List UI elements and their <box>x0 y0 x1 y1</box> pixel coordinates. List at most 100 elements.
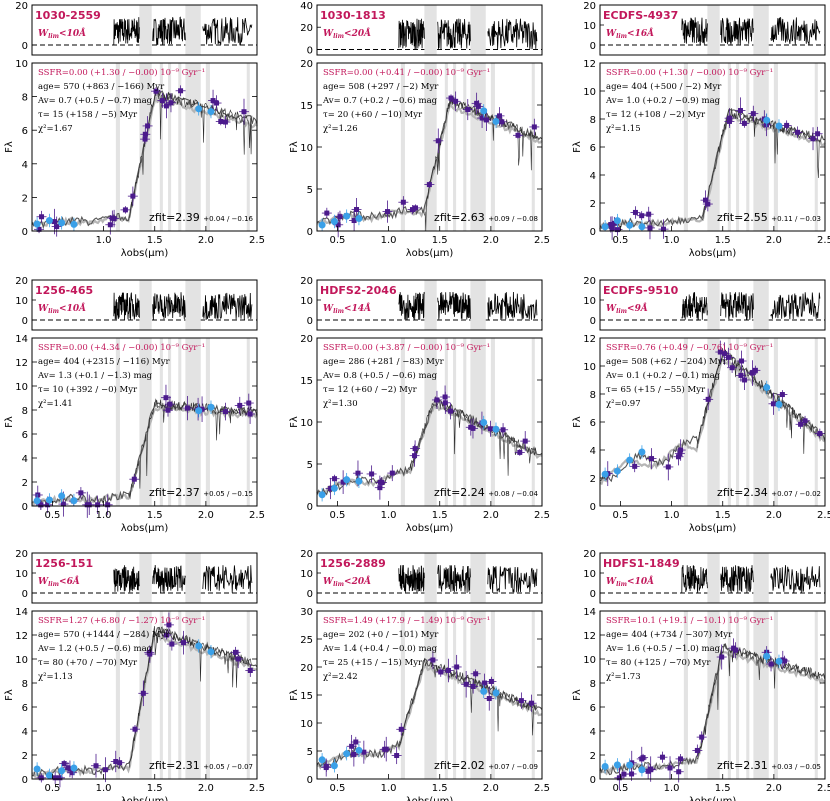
photometry-point <box>770 401 776 407</box>
shade-band <box>205 611 210 779</box>
photometry-point <box>733 647 739 653</box>
blue-point <box>33 497 41 505</box>
spectrum-line <box>681 17 708 45</box>
shade-band <box>205 338 210 506</box>
zfit-label: zfit=2.39 +0.04 / −0.16 <box>149 211 253 224</box>
ytick-label: 10 <box>15 59 28 70</box>
spec-ytick-label: 40 <box>300 1 313 12</box>
photometry-point <box>442 394 448 400</box>
telluric-band <box>139 280 152 330</box>
y-axis-label: Fλ <box>289 141 300 153</box>
photometry-point <box>78 490 84 496</box>
photometry-point <box>676 454 682 460</box>
photometry-point <box>131 476 137 482</box>
photometry-point <box>726 118 732 124</box>
telluric-band <box>185 5 201 55</box>
photometry-point <box>163 103 169 109</box>
shade-band <box>453 338 457 506</box>
blue-point <box>195 105 203 113</box>
photometry-point <box>647 225 653 231</box>
photometry-point <box>412 446 418 452</box>
shade-band <box>463 338 467 506</box>
telluric-band <box>753 553 769 603</box>
chi2-label: χ²=1.26 <box>323 124 358 134</box>
shade-band <box>531 611 535 779</box>
ytick-label: 20 <box>300 663 313 674</box>
blue-point <box>601 470 609 478</box>
zfit-label: zfit=2.24 +0.08 / −0.04 <box>434 486 538 499</box>
observed-spectrum <box>424 97 538 232</box>
spec-ytick-label: 20 <box>15 1 28 12</box>
photometry-point <box>35 492 41 498</box>
photometry-point <box>438 669 444 675</box>
blue-point <box>195 407 203 415</box>
ytick-label: 5 <box>307 185 313 196</box>
spectrum-line <box>398 565 425 593</box>
photometry-point <box>237 402 243 408</box>
shade-band <box>470 63 486 231</box>
xtick-label: 2.0 <box>483 783 499 794</box>
photometry-point <box>369 471 375 477</box>
shade-band <box>246 63 250 231</box>
photometry-point <box>741 120 747 126</box>
photometry-point <box>235 656 241 662</box>
xtick-label: 2.5 <box>249 235 265 246</box>
spectrum-line <box>681 292 708 321</box>
panel-1030-2559: 0 20 1030-2559 Wlim<10Å 0 2 4 6 8 10 1.0 1.5 2.0 2.5 F… <box>4 1 265 259</box>
ytick-label: 0 <box>22 502 28 513</box>
chi2-label: χ²=1.30 <box>323 399 358 409</box>
w-limit-label: Wlim<10Å <box>38 27 86 40</box>
shade-band <box>746 338 750 506</box>
blue-point <box>355 215 363 223</box>
model-curve-dark <box>599 351 826 483</box>
xtick-label: 1.5 <box>432 783 448 794</box>
shade-band <box>424 63 437 231</box>
photometry-point <box>738 372 744 378</box>
galaxy-name: 1256-151 <box>35 557 93 570</box>
ytick-label: 8 <box>590 115 596 126</box>
spec-ytick-label: 0 <box>22 316 28 327</box>
zfit-label: zfit=2.02 +0.07 / −0.09 <box>434 759 538 772</box>
ytick-label: 6 <box>590 703 596 714</box>
photometry-point <box>340 479 346 485</box>
blue-point <box>480 107 488 115</box>
xtick-label: 2.5 <box>534 235 550 246</box>
shade-band <box>814 338 818 506</box>
photometry-point <box>639 213 645 219</box>
ytick-label: 0 <box>590 775 596 786</box>
spectrum-line <box>720 292 754 321</box>
spectrum-panel: 0 10 20 1256-151 Wlim<6Å <box>15 549 258 604</box>
spec-ytick-label: 10 <box>583 21 596 32</box>
photometry-point <box>145 123 151 129</box>
xtick-label: 0.5 <box>45 510 61 521</box>
av-label: Av= 0.1 (+0.2 / −0.1) mag <box>605 370 721 381</box>
photometry-point <box>426 182 432 188</box>
av-label: Av= 0.7 (+0.2 / −0.6) mag <box>322 95 438 106</box>
photometry-point <box>84 502 90 508</box>
blue-point <box>58 492 66 500</box>
sed-panel: 0 2 4 6 8 10 12 14 0.5 1.0 1.5 2.0 2.5 Fλ λobs(μm) SSFR… <box>4 334 265 534</box>
photometry-point <box>648 766 654 772</box>
photometry-point <box>473 671 479 677</box>
shade-band <box>115 611 120 779</box>
xtick-label: 1.0 <box>664 510 680 521</box>
spec-ytick-label: 20 <box>583 276 596 287</box>
telluric-band <box>753 5 769 55</box>
ytick-label: 6 <box>22 430 28 441</box>
xtick-label: 1.5 <box>432 235 448 246</box>
photometry-point <box>749 370 755 376</box>
photometry-point <box>815 131 821 137</box>
x-axis-label: λobs(μm) <box>406 523 454 534</box>
panel-hdfs2-2046: 0 10 20 HDFS2-2046 Wlim<14Å 0 5 10 15 20 0.5 1.0 1.5… <box>289 276 550 534</box>
shade-band <box>683 63 688 231</box>
blue-point <box>33 765 41 773</box>
xtick-label: 2.0 <box>198 783 214 794</box>
photometry-point <box>168 100 174 106</box>
photometry-point <box>222 409 228 415</box>
xtick-label: 1.0 <box>381 235 397 246</box>
ytick-label: 10 <box>583 655 596 666</box>
ssfr-label: SSFR=0.00 (+1.30 / −0.00) 10⁻⁹ Gyr⁻¹ <box>38 67 205 78</box>
photometry-point <box>750 111 756 117</box>
ytick-label: 12 <box>583 631 596 642</box>
photometry-point <box>102 767 108 773</box>
